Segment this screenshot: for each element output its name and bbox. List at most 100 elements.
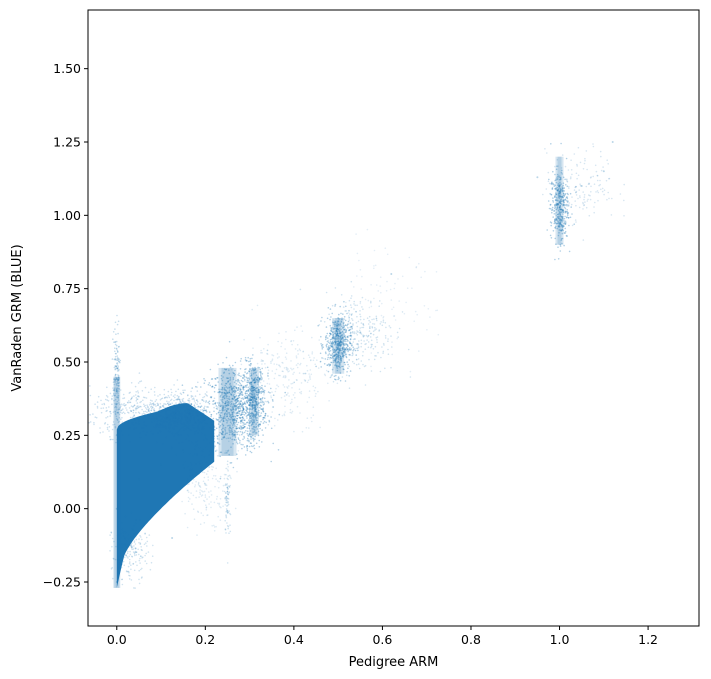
scatter-point [567,203,570,206]
scatter-point [239,392,241,395]
scatter-point [545,188,548,190]
scatter-point [187,408,189,411]
scatter-point [251,405,254,407]
scatter-point [274,372,277,375]
scatter-point [139,419,141,421]
scatter-point [221,404,223,407]
scatter-point [257,430,260,433]
scatter-point [229,376,232,379]
scatter-point [197,414,200,417]
scatter-point [561,208,563,211]
scatter-point [271,359,274,362]
scatter-point [558,175,560,177]
scatter-point [345,347,348,349]
scatter-point [389,288,392,291]
scatter-point [255,419,258,422]
scatter-point [221,388,224,391]
scatter-point [206,406,208,408]
scatter-point [172,407,175,409]
scatter-point [195,422,197,424]
scatter-point [369,332,372,335]
scatter-point [227,404,230,407]
scatter-point [342,348,345,350]
scatter-point [342,350,345,353]
scatter-point [387,340,389,343]
scatter-point [249,404,251,407]
scatter-point [259,407,262,410]
scatter-point [418,350,420,352]
scatter-point [552,201,555,203]
scatter-point [329,349,332,352]
scatter-point [336,348,338,350]
scatter-point [224,389,226,392]
scatter-point [559,213,562,215]
scatter-point [548,178,550,181]
scatter-point [166,408,168,411]
scatter-point [135,397,138,399]
scatter-point [344,348,347,350]
scatter-point [332,333,335,336]
scatter-point [114,558,117,561]
scatter-point [200,465,202,467]
scatter-point [250,445,253,447]
scatter-point [336,366,338,368]
scatter-point [213,445,215,447]
scatter-point [239,420,242,423]
scatter-point [151,555,154,557]
scatter-point [249,393,251,395]
scatter-point [233,381,236,384]
scatter-point [336,320,339,323]
scatter-point [253,381,256,384]
scatter-point [253,393,256,396]
scatter-point [563,217,566,220]
scatter-point [234,436,237,439]
scatter-point [256,411,258,413]
scatter-point [246,421,249,424]
scatter-point [251,427,253,430]
scatter-point [251,393,254,395]
scatter-point [207,479,210,481]
scatter-point [152,414,155,417]
scatter-point [189,469,192,471]
scatter-point [220,428,223,431]
scatter-point [377,351,379,354]
scatter-point [226,432,228,435]
scatter-point [239,360,242,362]
scatter-point [337,355,339,358]
scatter-point [328,363,331,366]
scatter-point [347,348,350,350]
scatter-point [190,410,193,413]
cluster-x100 [559,156,564,245]
scatter-point [246,377,249,380]
data-point [115,434,118,437]
scatter-point [248,401,251,404]
scatter-point [225,501,227,504]
scatter-point [253,418,255,421]
scatter-point [250,370,253,372]
scatter-point [155,410,157,413]
scatter-point [258,377,260,380]
scatter-point [224,384,226,387]
scatter-point [344,363,346,366]
scatter-point [128,412,130,414]
scatter-point [328,335,331,337]
scatter-point [216,408,219,410]
scatter-point [255,402,258,404]
scatter-point [180,487,183,489]
scatter-point [252,423,254,425]
scatter-point [352,349,354,352]
scatter-point [561,196,564,198]
scatter-point [127,422,129,424]
scatter-point [583,196,586,198]
scatter-point [253,369,256,372]
scatter-point [231,397,234,400]
scatter-point [226,395,228,398]
scatter-point [115,365,117,368]
scatter-point [246,392,248,395]
scatter-point [245,396,247,399]
scatter-point [207,401,209,404]
scatter-point [573,223,575,225]
scatter-point [233,406,235,409]
scatter-point [231,388,233,391]
scatter-point [231,415,234,418]
